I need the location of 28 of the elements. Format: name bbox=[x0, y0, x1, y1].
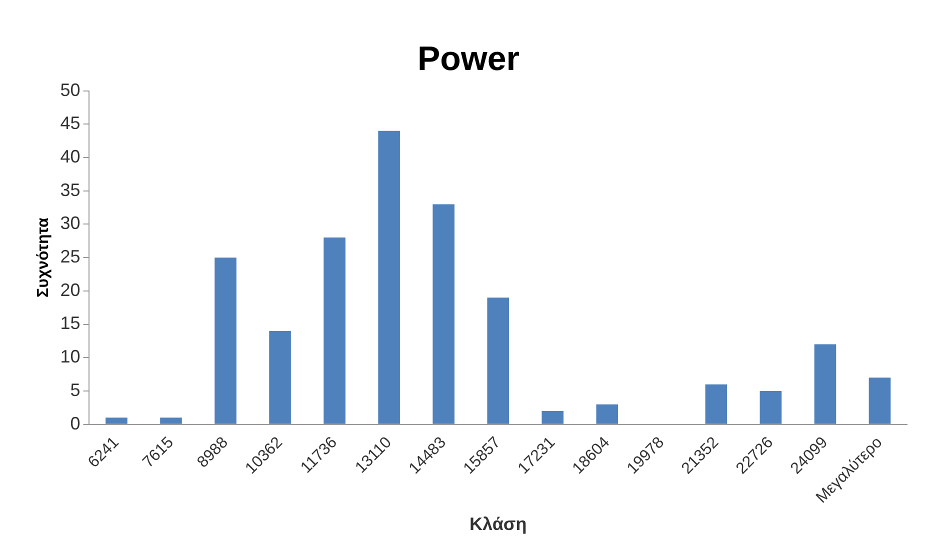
bar bbox=[324, 238, 346, 424]
y-tick-label: 45 bbox=[60, 113, 80, 134]
bar bbox=[378, 130, 400, 424]
chart-title: Power bbox=[417, 40, 520, 78]
bar bbox=[705, 384, 728, 424]
x-axis-title: Κλάση bbox=[470, 514, 527, 534]
y-tick-label: 15 bbox=[60, 313, 80, 334]
bar bbox=[106, 418, 128, 424]
y-tick-label: 5 bbox=[70, 380, 80, 400]
bar bbox=[487, 298, 510, 424]
bar bbox=[868, 378, 891, 424]
y-tick-label: 20 bbox=[60, 280, 80, 300]
y-tick-label: 40 bbox=[60, 146, 80, 166]
bar bbox=[214, 258, 236, 424]
y-tick-label: 25 bbox=[60, 246, 80, 267]
y-tick-label: 10 bbox=[60, 346, 80, 367]
y-tick-label: 50 bbox=[60, 80, 80, 100]
bar bbox=[160, 418, 182, 424]
y-tick-label: 30 bbox=[60, 213, 80, 234]
bar bbox=[432, 204, 454, 424]
bar bbox=[596, 404, 618, 424]
y-tick-label: 35 bbox=[60, 180, 80, 200]
bar bbox=[760, 390, 782, 424]
bar bbox=[542, 411, 564, 424]
y-tick-label: 0 bbox=[70, 413, 80, 434]
bar bbox=[814, 344, 836, 424]
y-axis-title: Συχνότητα bbox=[35, 218, 52, 298]
bar bbox=[269, 330, 291, 424]
